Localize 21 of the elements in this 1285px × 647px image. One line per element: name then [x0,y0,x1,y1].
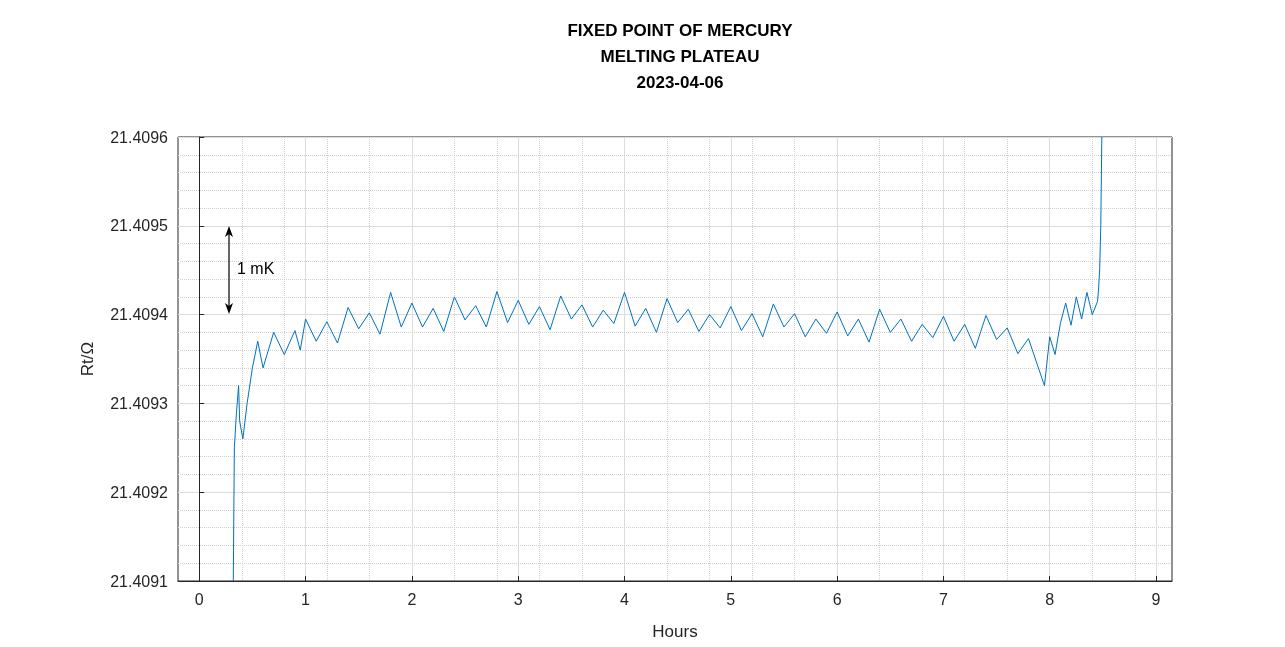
chart-title: FIXED POINT OF MERCURY MELTING PLATEAU 2023-04-06 [567,20,794,92]
y-tick-label: 21.4093 [110,394,169,412]
annotation: 1 mK [237,260,275,278]
x-tick-label: 3 [513,590,523,608]
x-tick-label: 8 [1045,590,1055,608]
y-tick-label: 21.4092 [110,483,169,501]
y-tick-label: 21.4091 [110,572,169,590]
y-tick-label: 21.4095 [110,217,169,235]
x-tick-label: 1 [301,590,311,608]
line-series [232,136,1103,582]
x-tick-label: 7 [938,590,948,608]
x-axis-title: Hours [652,622,698,641]
y-tick-label: 21.4096 [110,128,169,146]
x-tick-label: 9 [1151,590,1161,608]
y-tick-label: 21.4094 [110,306,169,324]
x-tick-label: 6 [832,590,842,608]
x-tick-label: 0 [194,590,204,608]
x-tick-label: 5 [726,590,736,608]
x-tick-label: 4 [620,590,630,608]
x-tick-label: 2 [407,590,417,608]
y-axis-title: Rt/Ω [78,341,97,377]
